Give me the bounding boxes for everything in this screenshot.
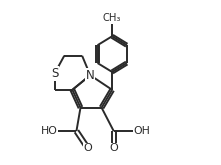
Text: OH: OH [133,126,150,136]
Text: O: O [83,143,92,153]
Text: S: S [51,67,58,80]
Text: O: O [109,143,118,153]
Text: HO: HO [41,126,58,136]
Text: CH₃: CH₃ [103,13,121,23]
Text: N: N [86,69,95,82]
